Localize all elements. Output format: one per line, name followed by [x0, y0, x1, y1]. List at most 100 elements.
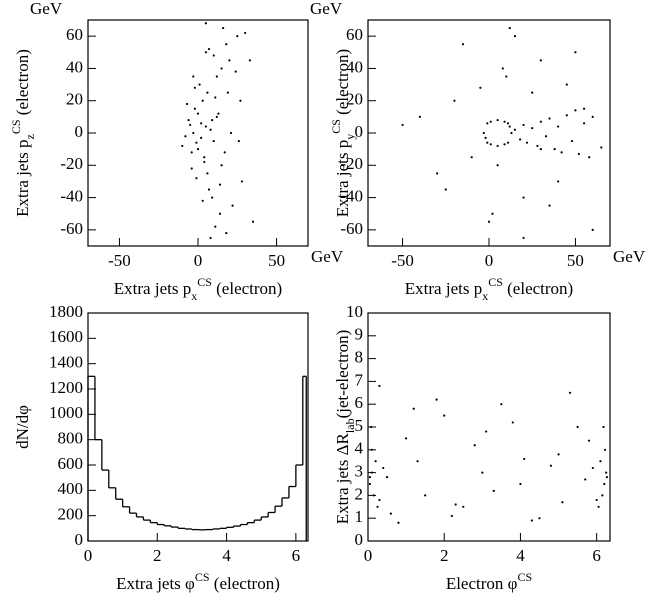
point [234, 70, 237, 73]
point [539, 59, 542, 62]
point [184, 135, 187, 138]
point [217, 112, 220, 115]
point [548, 117, 551, 120]
point [531, 91, 534, 94]
point [481, 471, 484, 474]
point [492, 489, 495, 492]
point [190, 167, 193, 170]
point [584, 478, 587, 481]
label-part: (electron) [333, 49, 352, 119]
label-part: y [343, 134, 357, 140]
label-part: (jet-electron) [333, 330, 352, 419]
point [506, 122, 510, 125]
point [401, 123, 404, 127]
point [228, 59, 231, 62]
point [189, 123, 192, 127]
point [496, 164, 499, 167]
point [237, 139, 240, 143]
label-part: x [482, 289, 488, 303]
point [192, 75, 195, 78]
point [486, 141, 489, 144]
x-tick-label: 50 [567, 251, 584, 270]
y-axis-label: Extra jets ΔRlab(jet-electron) [333, 330, 357, 525]
point [370, 471, 373, 474]
y-tick-label: 1 [355, 507, 364, 526]
label-part: CS [488, 275, 503, 289]
point [568, 391, 572, 394]
y-axis-label: Extra jets pzCS (electron) [9, 49, 37, 217]
point [201, 99, 204, 102]
x-tick-label: 0 [84, 546, 93, 565]
point [453, 99, 456, 102]
point [369, 425, 373, 429]
point [215, 115, 218, 118]
point [462, 505, 465, 508]
point [599, 460, 602, 463]
point [251, 220, 255, 223]
point [489, 120, 492, 123]
point [405, 437, 408, 440]
y-tick-label: -40 [340, 186, 363, 205]
point [513, 128, 517, 131]
point [489, 143, 492, 146]
point [195, 141, 198, 144]
label-part: Extra jets p [13, 139, 32, 216]
point [206, 91, 209, 94]
point [511, 421, 514, 424]
point [378, 384, 381, 388]
point [508, 125, 511, 128]
point [557, 180, 560, 183]
point [577, 152, 580, 156]
point [214, 225, 217, 228]
label-part: CS [195, 570, 210, 584]
y-tick-label: -40 [60, 186, 83, 205]
point [185, 102, 189, 106]
point [412, 407, 415, 410]
label-part: lab [343, 418, 357, 433]
y-tick-label: 10 [346, 302, 363, 321]
y-tick-label: 0 [75, 122, 84, 141]
point [536, 144, 539, 148]
point [192, 131, 195, 135]
point [461, 43, 465, 46]
y-tick-label: 400 [58, 479, 84, 498]
point [203, 156, 206, 159]
point [470, 156, 473, 159]
point [209, 128, 212, 131]
point [424, 494, 427, 497]
y-tick-label: 20 [346, 90, 363, 109]
point [561, 501, 564, 504]
point [218, 183, 222, 186]
label-part: CS [517, 570, 532, 584]
y-tick-label: 40 [346, 57, 363, 76]
point [557, 125, 560, 128]
point [418, 115, 421, 118]
x-axis-label: Extra jets pxCS (electron) [114, 275, 282, 303]
x-tick-label: 4 [516, 546, 525, 565]
point [508, 26, 511, 30]
y-tick-label: 9 [355, 325, 364, 344]
point [603, 482, 606, 486]
x-tick-label: -50 [391, 251, 414, 270]
point [510, 131, 513, 135]
point [531, 127, 534, 130]
point [519, 138, 522, 141]
point [553, 148, 556, 151]
point [370, 448, 373, 451]
point [229, 131, 233, 135]
x-tick-label: 2 [153, 546, 162, 565]
point [485, 430, 488, 433]
point [544, 135, 548, 138]
label-part: Electron φ [446, 574, 518, 593]
label-part: (electron) [13, 49, 32, 119]
point [236, 35, 239, 38]
y-tick-label: 7 [355, 370, 364, 389]
point [190, 151, 193, 154]
y-tick-label: 1600 [49, 327, 83, 346]
y-tick-label: 4 [355, 439, 364, 458]
point [503, 143, 506, 146]
plot-frame [367, 19, 611, 247]
point [587, 439, 591, 442]
point [385, 476, 389, 479]
y-tick-label: 200 [58, 505, 84, 524]
